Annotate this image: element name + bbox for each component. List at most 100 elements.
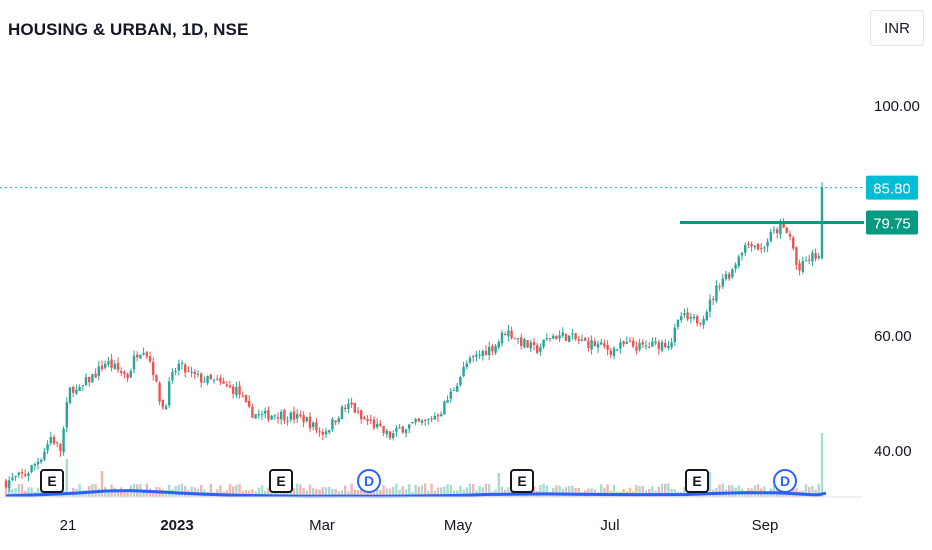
- candle-body: [491, 345, 494, 352]
- candle-body: [520, 337, 523, 346]
- candle-body: [238, 385, 241, 395]
- volume-bar: [811, 485, 814, 497]
- volume-bar: [292, 487, 296, 497]
- candle-body: [680, 316, 683, 321]
- candle-body: [321, 432, 324, 435]
- chart-title: HOUSING & URBAN, 1D, NSE: [8, 20, 249, 39]
- candle-body: [408, 424, 411, 429]
- candle-body: [30, 465, 33, 473]
- currency-button[interactable]: INR: [870, 10, 924, 46]
- volume-bar: [379, 490, 382, 497]
- candle-body: [382, 426, 385, 433]
- candle-body: [180, 363, 184, 365]
- time-axis[interactable]: 21 2023 Mar May Jul Sep: [60, 517, 779, 534]
- price-tick-label: 40.00: [874, 443, 912, 460]
- candle-body: [737, 256, 740, 266]
- candle-body: [161, 399, 164, 408]
- volume-bar: [766, 491, 769, 497]
- candle-body: [577, 339, 580, 341]
- volume-bar: [545, 485, 548, 497]
- candle-body: [657, 342, 660, 350]
- candle-body: [395, 427, 398, 432]
- candle-body: [379, 423, 382, 426]
- volume-bar: [264, 490, 267, 497]
- candle-body: [779, 223, 782, 235]
- candle-body: [40, 459, 43, 462]
- candle-body: [318, 431, 321, 433]
- volume-bar: [417, 486, 420, 497]
- volume-bar: [667, 483, 670, 497]
- volume-bar: [209, 483, 212, 497]
- volume-bar: [315, 488, 318, 497]
- candle-body: [648, 346, 651, 348]
- candle-body: [673, 327, 676, 343]
- price-tick-label: 100.00: [874, 98, 920, 115]
- volume-bar: [488, 484, 491, 497]
- volume-bar: [289, 489, 292, 497]
- candle-body: [164, 406, 168, 410]
- candle-body: [360, 410, 363, 420]
- candle-body: [552, 335, 555, 339]
- svg-text:E: E: [517, 473, 526, 489]
- volume-bar: [113, 487, 116, 497]
- volume-bar: [542, 483, 545, 497]
- volume-bar: [142, 491, 145, 497]
- volume-bar: [500, 486, 504, 497]
- candle-body: [763, 247, 766, 249]
- volume-bar: [270, 491, 273, 497]
- volume-bar: [568, 486, 571, 497]
- candle-body: [596, 343, 600, 348]
- volume-bar: [392, 486, 395, 497]
- volume-bar: [792, 487, 795, 497]
- volume-bar: [468, 483, 472, 497]
- earnings-marker: E: [510, 469, 534, 493]
- svg-text:79.75: 79.75: [873, 215, 911, 232]
- volume-bar: [20, 484, 24, 497]
- candle-body: [372, 419, 376, 428]
- candle-body: [667, 345, 670, 348]
- volume-bar: [4, 485, 8, 497]
- volume-bar: [481, 487, 484, 497]
- candle-body: [571, 333, 574, 335]
- candle-body: [718, 286, 721, 288]
- candle-body: [347, 403, 350, 410]
- candle-body: [308, 416, 312, 429]
- volume-bar: [804, 484, 808, 497]
- candle-body: [91, 374, 94, 383]
- candle-body: [75, 389, 78, 394]
- volume-bar: [472, 484, 475, 497]
- volume-bar: [612, 484, 616, 497]
- candle-body: [139, 354, 142, 359]
- candle-body: [328, 430, 331, 433]
- candle-body: [68, 387, 72, 404]
- volume-bar: [443, 486, 446, 497]
- candle-body: [609, 350, 612, 355]
- volume-bar: [376, 485, 379, 497]
- candle-body: [699, 322, 702, 324]
- time-tick-label: Jul: [600, 517, 619, 534]
- candle-body: [702, 318, 705, 325]
- candle-body: [478, 354, 481, 356]
- candle-body: [731, 269, 734, 278]
- volume-bar: [539, 485, 542, 497]
- candle-body: [676, 319, 680, 327]
- candle-body: [94, 373, 97, 378]
- candle-body: [497, 341, 500, 348]
- svg-text:E: E: [692, 473, 701, 489]
- candle-body: [622, 341, 625, 345]
- candle-body: [481, 351, 484, 357]
- volume-bar: [817, 484, 820, 497]
- candle-body: [760, 247, 763, 249]
- candle-body: [600, 342, 603, 345]
- price-axis[interactable]: 100.00 60.00 40.00: [874, 98, 920, 460]
- volume-bar: [600, 484, 603, 497]
- candle-body: [811, 252, 814, 262]
- candle-body: [692, 316, 696, 319]
- volume-bar: [296, 483, 299, 497]
- candle-body: [100, 365, 104, 370]
- candle-body: [449, 391, 452, 399]
- volume-bar: [731, 485, 734, 497]
- volume-bar: [721, 483, 724, 497]
- candle-body: [337, 418, 340, 422]
